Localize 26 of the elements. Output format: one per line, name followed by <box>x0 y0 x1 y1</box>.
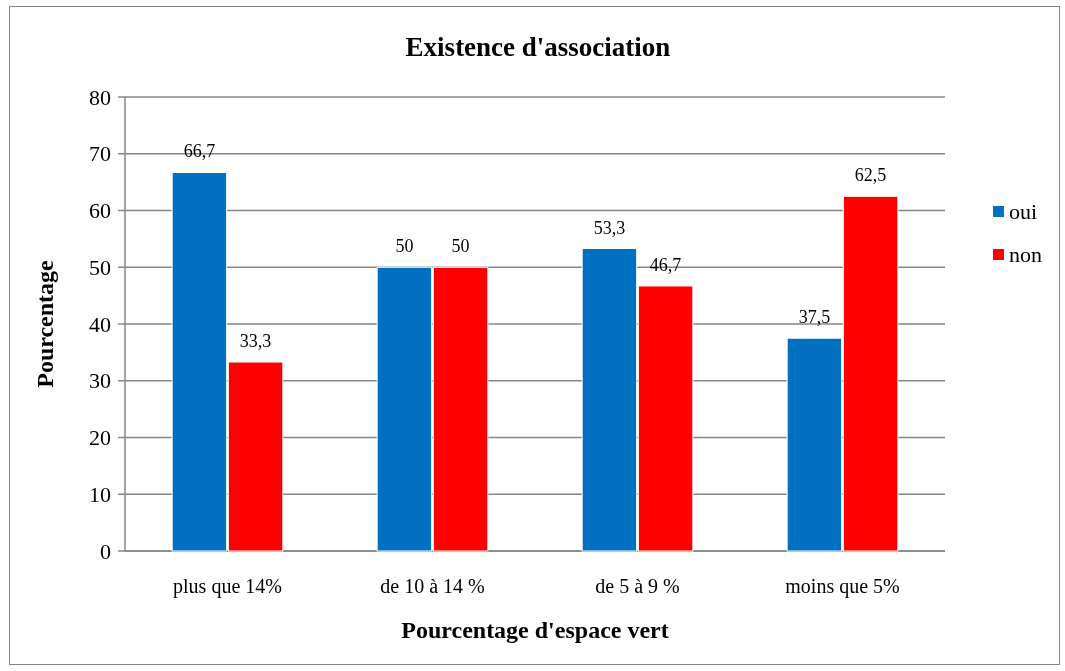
data-label: 50 <box>451 236 470 257</box>
legend-label: oui <box>1009 199 1038 224</box>
y-tick-label: 10 <box>89 481 111 507</box>
data-label: 62,5 <box>854 165 887 186</box>
x-tick-label: de 10 à 14 % <box>380 575 485 597</box>
x-axis-title: Pourcentage d'espace vert <box>401 617 669 643</box>
data-label: 37,5 <box>798 307 831 328</box>
legend-label: non <box>1009 242 1042 267</box>
y-tick-label: 70 <box>89 141 111 167</box>
y-tick-label: 20 <box>89 425 111 451</box>
data-label: 66,7 <box>183 141 216 162</box>
y-tick-label: 40 <box>89 311 111 337</box>
data-label: 46,7 <box>649 254 682 275</box>
y-tick-label: 0 <box>100 538 111 564</box>
y-axis-title: Pourcentage <box>32 259 58 388</box>
y-tick-label: 60 <box>89 198 111 224</box>
x-tick-label: moins que 5% <box>785 575 900 598</box>
y-tick-label: 80 <box>89 84 111 110</box>
chart-title: Existence d'association <box>405 32 671 62</box>
y-tick-label: 50 <box>89 254 111 280</box>
data-label: 33,3 <box>239 331 272 352</box>
data-label: 53,3 <box>593 217 626 238</box>
data-label: 50 <box>395 236 414 257</box>
y-tick-label: 30 <box>89 368 111 394</box>
x-tick-label: plus que 14% <box>173 575 282 598</box>
x-tick-label: de 5 à 9 % <box>595 575 680 597</box>
